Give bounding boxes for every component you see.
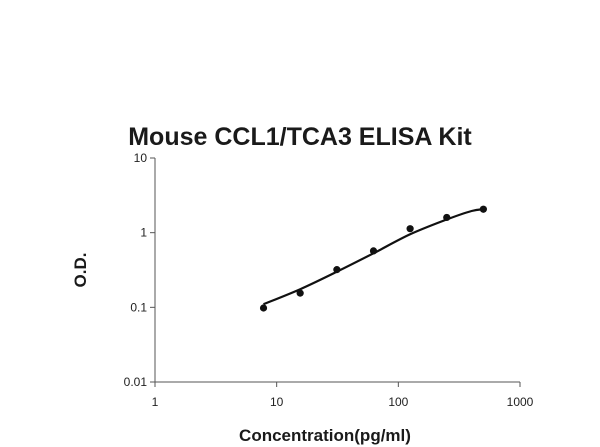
fit-curve-line [263, 208, 484, 306]
data-point [406, 225, 414, 233]
data-point [479, 205, 487, 213]
data-point [333, 266, 341, 274]
data-point [443, 213, 451, 222]
x-tick-label: 1000 [507, 395, 534, 409]
y-axis-ticks [150, 157, 155, 383]
y-tick-label: 0.1 [130, 300, 147, 314]
x-tick-label: 1 [152, 395, 159, 409]
data-point [259, 304, 268, 312]
y-axis-tick-labels: 0.01 0.1 1 10 [124, 151, 148, 389]
data-point [296, 289, 304, 297]
y-axis-title: O.D. [71, 253, 90, 288]
x-tick-label: 100 [388, 395, 408, 409]
x-axis-tick-labels: 1 10 100 1000 [152, 395, 534, 409]
data-points [259, 205, 487, 312]
plot-area: 0.01 0.1 1 10 1 10 100 1000 [124, 151, 534, 409]
y-tick-label: 1 [140, 226, 147, 240]
x-axis-ticks [154, 382, 521, 387]
data-point [369, 247, 378, 255]
y-tick-label: 10 [134, 151, 148, 165]
x-axis-title: Concentration(pg/ml) [239, 426, 411, 445]
y-tick-label: 0.01 [124, 375, 148, 389]
x-tick-label: 10 [270, 395, 284, 409]
chart-title: Mouse CCL1/TCA3 ELISA Kit [128, 123, 472, 151]
